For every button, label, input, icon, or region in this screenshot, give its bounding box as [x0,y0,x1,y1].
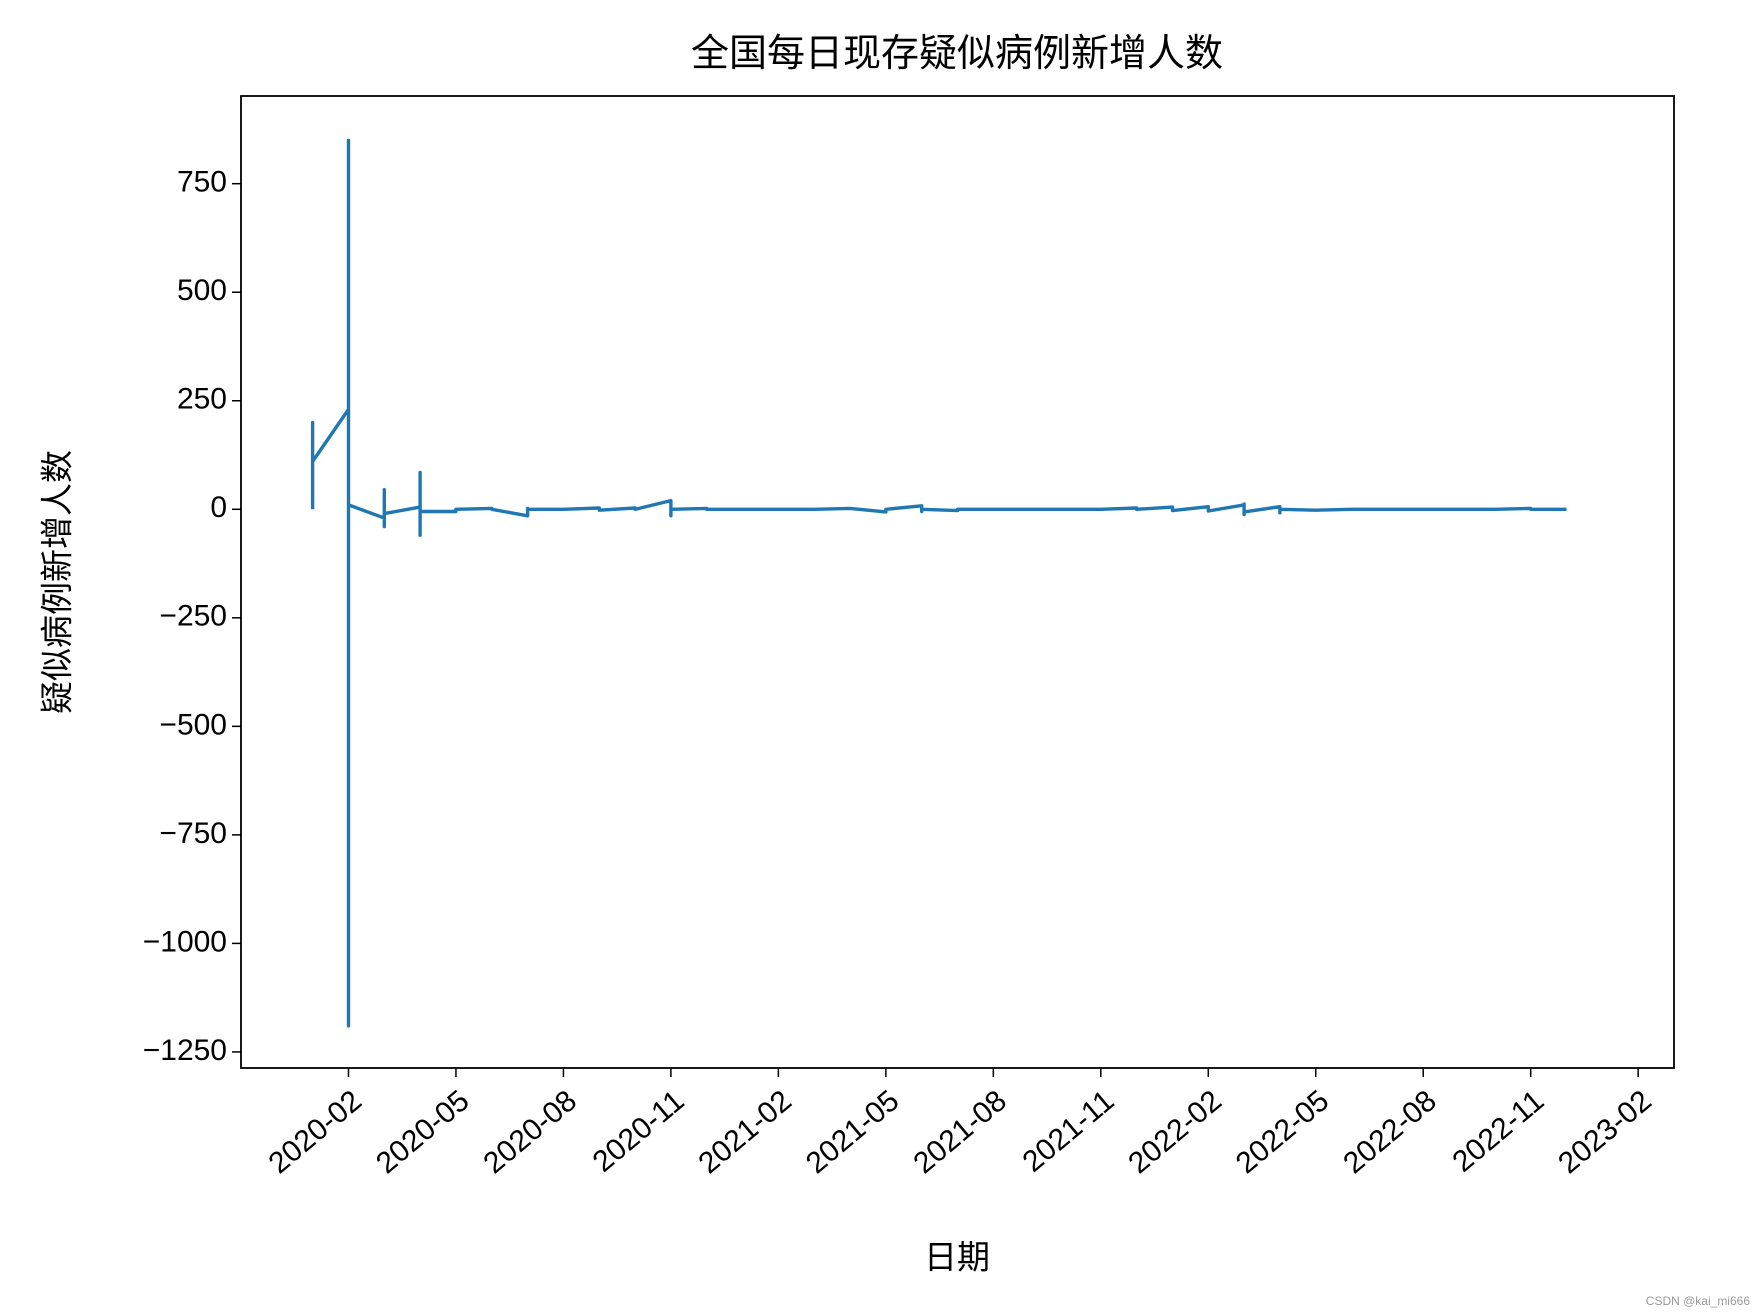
plot-frame [240,95,1675,1069]
y-tick-label: 500 [177,274,227,307]
chart-title: 全国每日现存疑似病例新增人数 [691,33,1223,75]
x-axis-label: 日期 [924,1239,990,1276]
y-tick-label: −500 [159,708,227,741]
y-tick-label: −1250 [143,1034,227,1067]
y-tick-label: −250 [159,600,227,633]
y-tick-label: −1000 [143,925,227,958]
line [310,138,1567,1028]
y-tick-label: 250 [177,383,227,416]
y-tick-label: 750 [177,166,227,199]
watermark: CSDN @kai_mi666 [1646,1294,1751,1308]
y-axis-label: 疑似病例新增人数 [39,450,76,714]
y-tick-label: 0 [210,491,227,524]
y-tick-label: −750 [159,817,227,850]
